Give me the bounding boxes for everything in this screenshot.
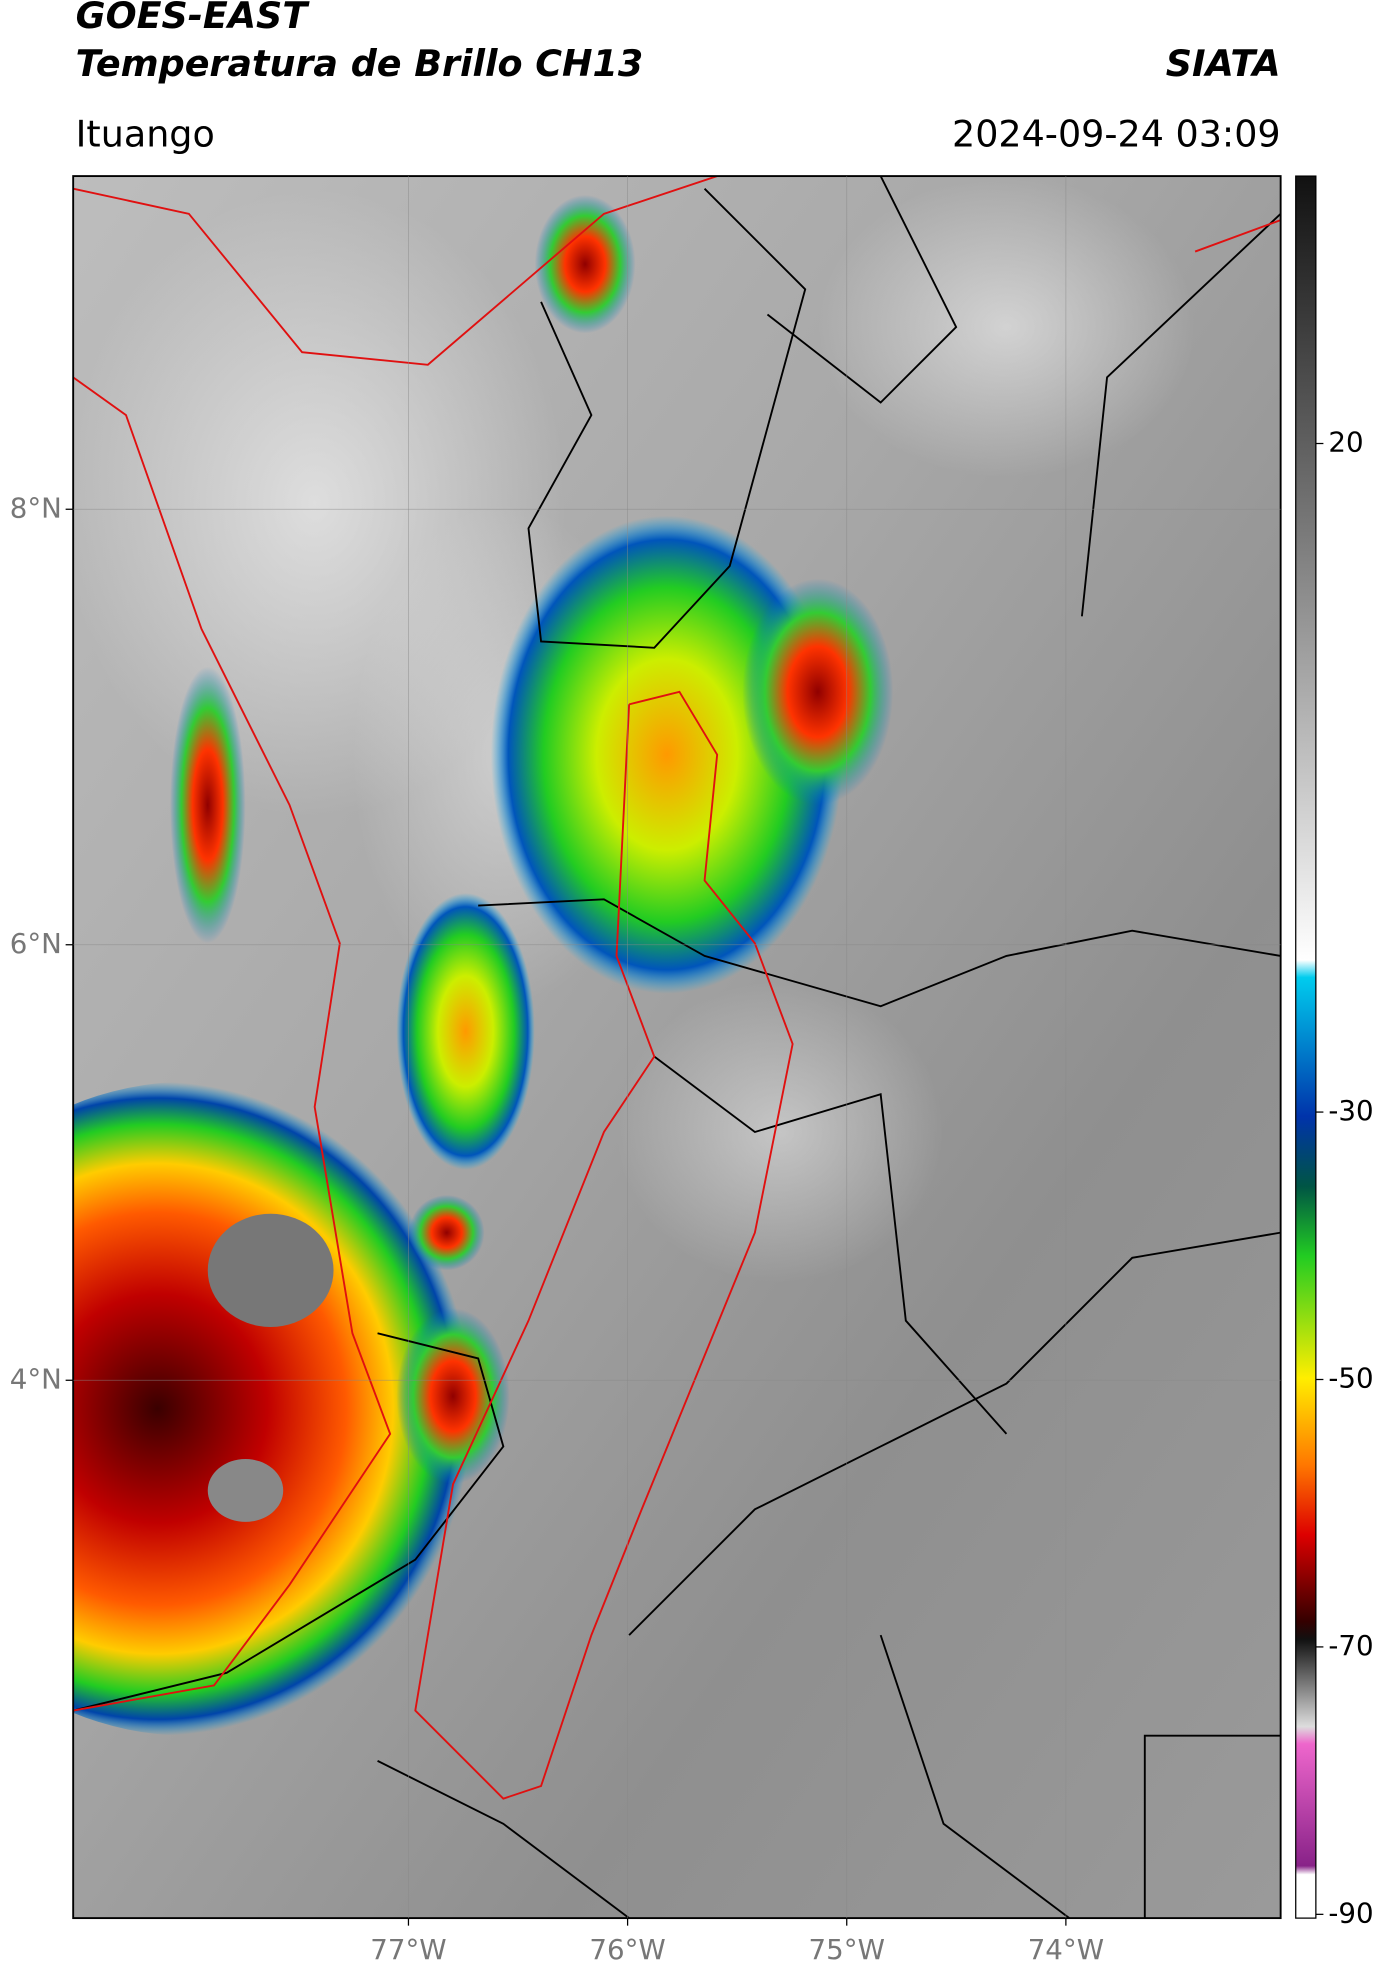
colorbar-tick-label: 20 <box>1328 426 1363 459</box>
colorbar-tick-label: -70 <box>1328 1629 1373 1662</box>
title-line2: Temperatura de Brillo CH13 <box>76 42 644 85</box>
y-tick-label: 6°N <box>10 927 62 960</box>
colorbar <box>1295 175 1317 1919</box>
title-line1: GOES-EAST <box>76 0 311 37</box>
x-tick-label: 77°W <box>370 1933 446 1966</box>
x-tick-label: 76°W <box>589 1933 665 1966</box>
colorbar-tick-label: -30 <box>1328 1094 1373 1127</box>
satellite-image <box>73 176 1281 1919</box>
colorbar-tick-label: -90 <box>1328 1896 1373 1929</box>
y-tick-label: 4°N <box>10 1362 62 1395</box>
colorbar-tick-label: -50 <box>1328 1361 1373 1394</box>
brand: SIATA <box>1166 42 1281 85</box>
map-frame <box>72 175 1282 1920</box>
x-tick-label: 74°W <box>1028 1933 1104 1966</box>
datetime: 2024-09-24 03:09 <box>952 112 1281 155</box>
place: Ituango <box>76 112 215 155</box>
y-tick-label: 8°N <box>10 491 62 524</box>
x-tick-label: 75°W <box>809 1933 885 1966</box>
